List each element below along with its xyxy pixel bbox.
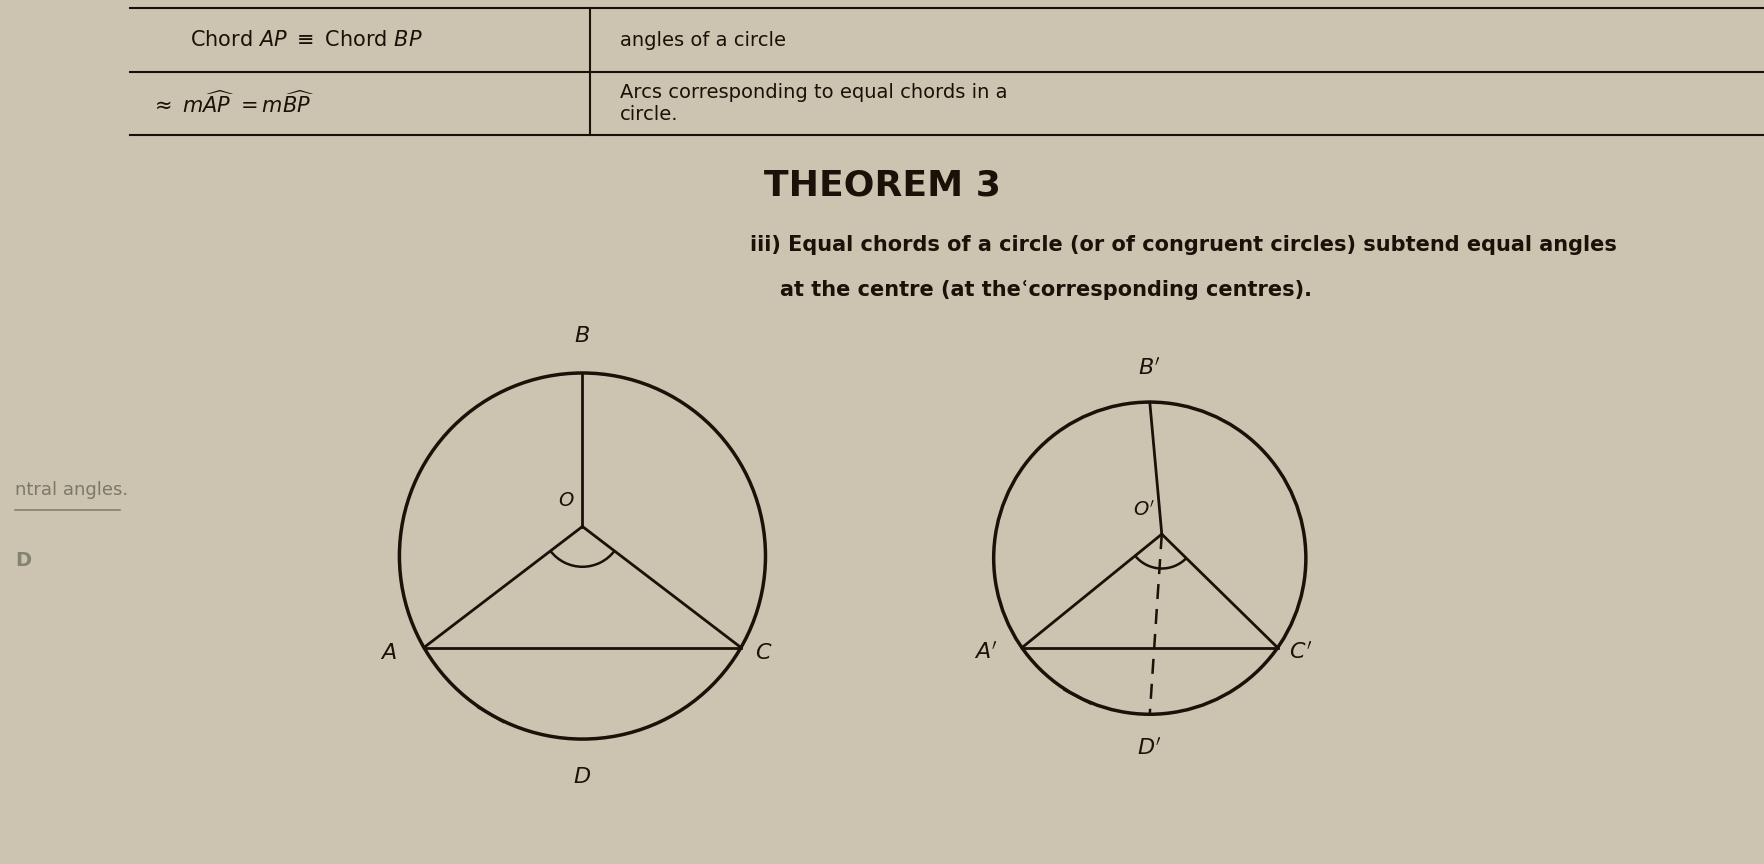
Text: $O'$: $O'$ — [1132, 500, 1154, 520]
Text: $\approx$ $m\widehat{AP}$ $= m\widehat{BP}$: $\approx$ $m\widehat{AP}$ $= m\widehat{B… — [150, 90, 314, 117]
Text: $A$: $A$ — [379, 643, 397, 663]
Text: $O$: $O$ — [557, 491, 573, 510]
Text: iii) Equal chords of a circle (or of congruent circles) subtend equal angles: iii) Equal chords of a circle (or of con… — [750, 235, 1616, 255]
Text: $C$: $C$ — [755, 643, 771, 663]
Text: THEOREM 3: THEOREM 3 — [764, 168, 1000, 202]
Text: $B$: $B$ — [573, 326, 591, 346]
Text: ntral angles.: ntral angles. — [14, 481, 129, 499]
Text: $C'$: $C'$ — [1289, 642, 1312, 664]
Text: $B'$: $B'$ — [1138, 357, 1161, 378]
Text: $D$: $D$ — [573, 766, 591, 786]
Text: Chord $AP$ $\equiv$ Chord $BP$: Chord $AP$ $\equiv$ Chord $BP$ — [191, 30, 423, 50]
Text: D: D — [14, 550, 32, 569]
Text: at the centre (at theʿcorresponding centres).: at the centre (at theʿcorresponding cent… — [780, 280, 1311, 300]
Text: angles of a circle: angles of a circle — [619, 30, 785, 49]
Text: Arcs corresponding to equal chords in a
circle.: Arcs corresponding to equal chords in a … — [619, 83, 1007, 124]
Text: $D'$: $D'$ — [1136, 738, 1161, 759]
Text: $A'$: $A'$ — [974, 642, 998, 664]
